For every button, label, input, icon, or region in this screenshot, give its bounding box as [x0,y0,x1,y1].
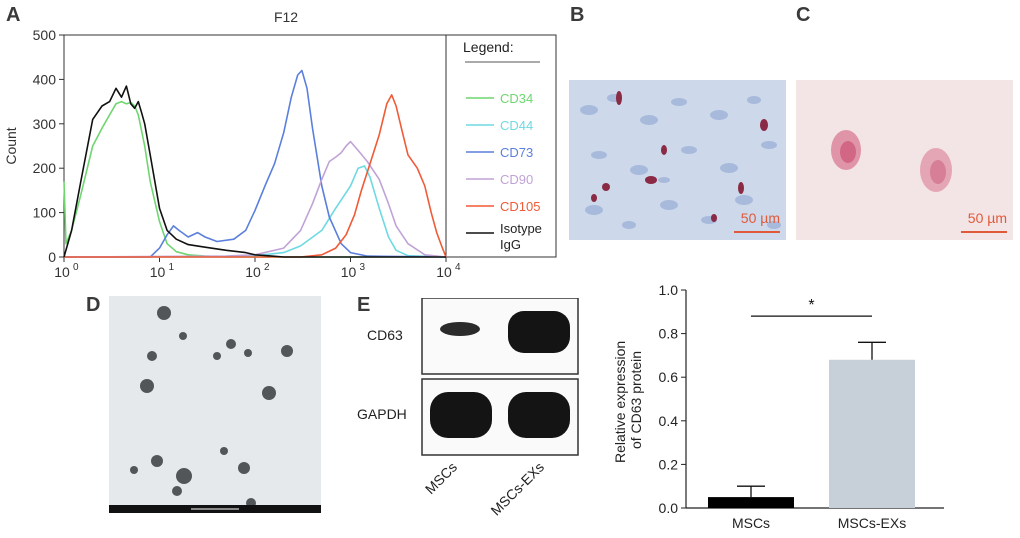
y-tick-label: 100 [33,205,57,221]
bar-category-label: MSCs-EXs [838,515,906,531]
bar-y-tick-label: 0.0 [659,500,679,516]
panel-letter-a: A [6,4,21,26]
micrograph-c-stain [796,80,1013,240]
legend-label: Isotype IgG [500,221,542,252]
band-cd63-exs [508,311,570,353]
bar-y-tick-label: 0.8 [659,326,679,342]
scale-bar-b [734,231,780,233]
series-line-cd44 [64,165,447,258]
legend-label: CD44 [500,118,533,133]
legend-title: Legend: [463,39,514,55]
x-tick-exponent: 0 [73,262,79,273]
plot-frame [63,34,447,258]
tem-micrograph-d [109,296,321,513]
y-tick-label: 0 [48,249,56,265]
series-line-cd105 [64,94,447,258]
series-line-cd73 [64,69,447,258]
bar-y-tick-label: 1.0 [659,282,679,298]
legend-label: CD73 [500,145,533,160]
scale-label-b: 50 µm [740,210,780,226]
significance-marker: * [808,297,814,314]
x-tick-exponent: 1 [169,262,175,273]
panel-letter-e: E [357,294,371,316]
bar-y-tick-label: 0.4 [659,413,679,429]
x-tick-exponent: 3 [360,262,366,273]
western-blot: MSCs MSCs-EXs [421,298,579,519]
y-tick-label: 500 [33,27,57,43]
micrograph-c: 50 µm [796,80,1013,240]
bar-ylabel-line1: Relative expression [612,341,628,463]
blot-label-gapdh: GAPDH [357,406,407,422]
bar-y-tick-label: 0.2 [659,456,679,472]
bar-ylabel-line2: of CD63 protein [628,351,644,449]
band-gapdh-exs [508,392,570,438]
micrograph-b: 50 µm [569,80,786,240]
bar-y-tick-label: 0.6 [659,369,679,385]
y-axis-label: Count [3,127,19,164]
x-tick-label: 10 [150,264,166,280]
x-tick-label: 10 [54,264,70,280]
panel-letter-b: B [570,4,585,26]
band-cd63-mscs [440,322,480,336]
bar-category-label: MSCs [732,515,770,531]
y-tick-label: 300 [33,116,57,132]
legend-box [445,34,557,258]
x-tick-exponent: 2 [264,262,270,273]
bar-mscs [708,497,794,508]
series-line-isotype-igg [63,85,446,258]
lane-label-exs: MSCs-EXs [487,459,547,519]
cd63-bar-chart: Relative expression of CD63 protein 0.0 0… [612,282,944,531]
series-line-cd90 [63,140,447,258]
legend-label: CD90 [500,172,533,187]
blot-label-cd63: CD63 [367,327,403,343]
tem-particles [109,296,321,513]
y-tick-label: 400 [33,71,57,87]
band-gapdh-mscs [430,392,492,438]
lane-label-mscs: MSCs [422,459,460,497]
x-tick-label: 10 [341,264,357,280]
chart-title: F12 [274,9,298,25]
x-tick-exponent: 4 [455,262,461,273]
panel-letter-d: D [86,294,101,316]
bar-y-axis-label: Relative expression of CD63 protein [612,337,644,463]
x-tick-label: 10 [245,264,261,280]
scale-bar-c [961,231,1007,233]
scale-label-c: 50 µm [967,210,1007,226]
legend-label: CD34 [500,91,533,106]
y-tick-label: 200 [33,160,57,176]
bar-mscs-exs [829,359,915,508]
legend-label: CD105 [500,199,540,214]
series-line-cd34 [63,100,446,258]
x-tick-label: 10 [436,264,452,280]
micrograph-b-cells [569,80,786,240]
panel-letter-c: C [796,4,811,26]
